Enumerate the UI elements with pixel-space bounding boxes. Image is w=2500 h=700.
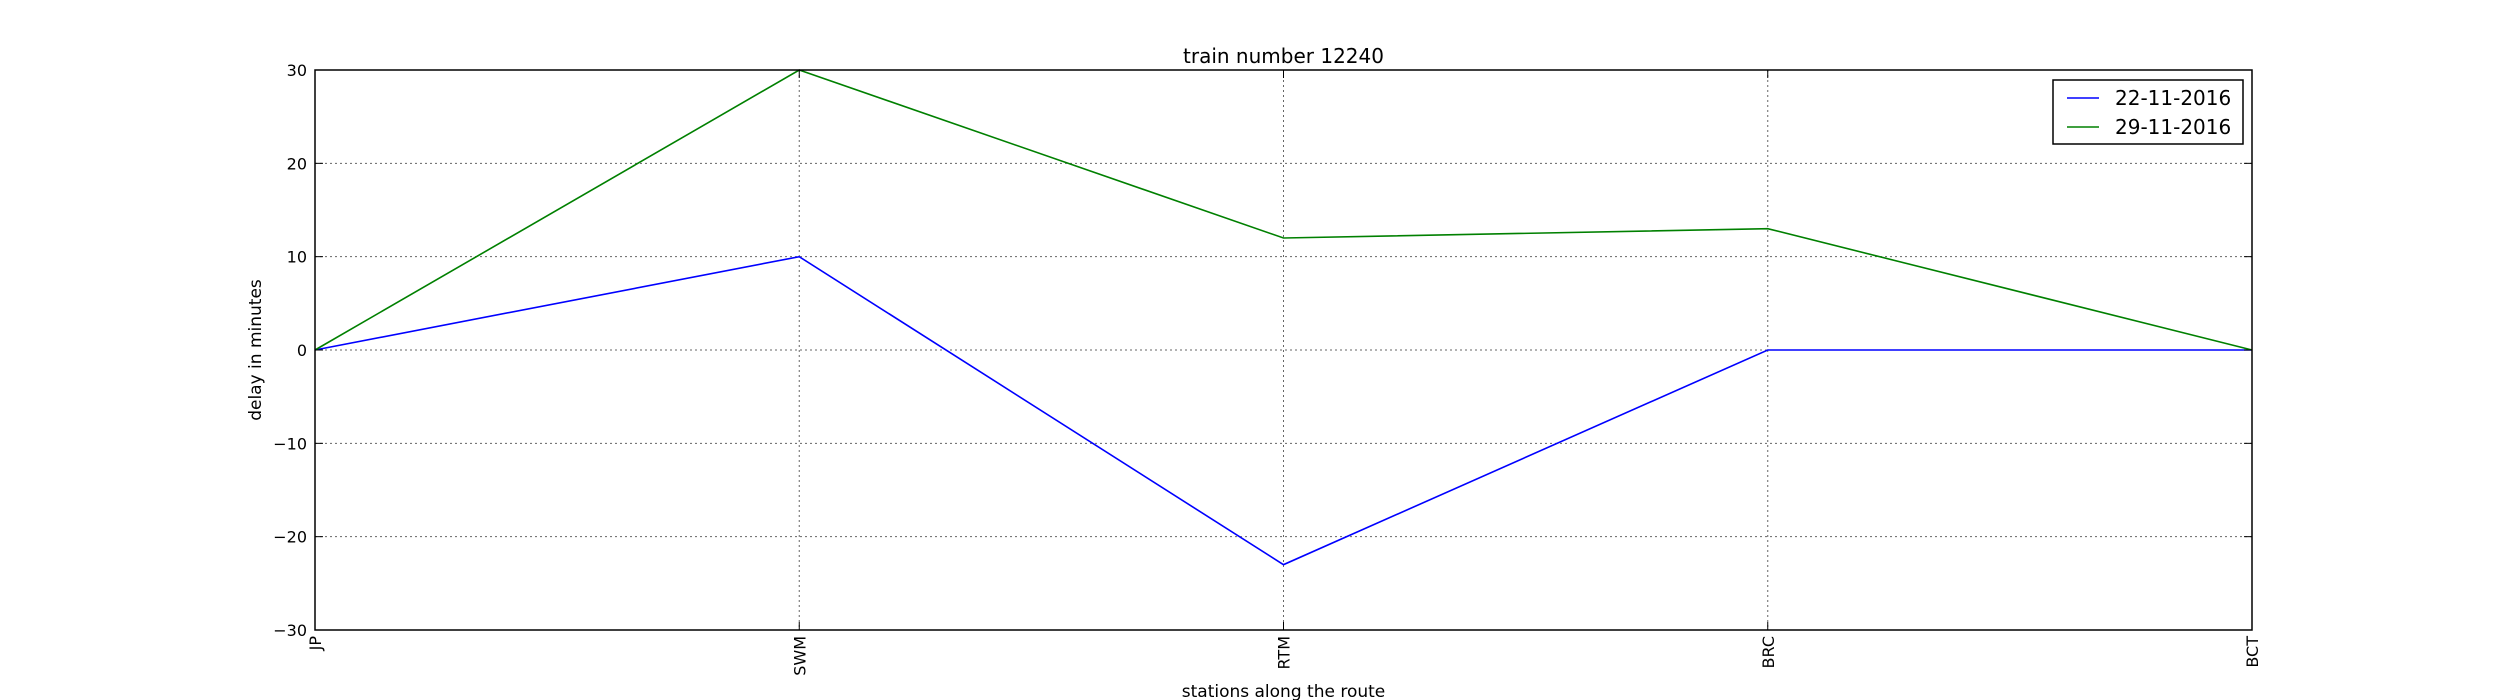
y-tick-label: 20	[287, 154, 307, 173]
legend-label: 29-11-2016	[2115, 115, 2231, 139]
series-line	[314, 255, 2252, 566]
tick-marks	[314, 69, 2253, 631]
y-tick-label: −10	[273, 434, 307, 453]
y-tick-label: 30	[287, 61, 307, 80]
legend: 22-11-2016 29-11-2016	[2052, 79, 2244, 145]
series-line	[314, 69, 2253, 351]
legend-label: 22-11-2016	[2115, 86, 2231, 110]
x-tick-label: SWM	[790, 636, 809, 676]
y-tick-label: 10	[287, 248, 307, 267]
x-tick-labels: JP SWM RTM BRC BCT	[306, 636, 2262, 676]
x-axis-label: stations along the route	[1182, 682, 1386, 700]
y-axis-label: delay in minutes	[246, 279, 266, 421]
y-tick-label: 0	[297, 341, 307, 360]
y-tick-label: −30	[273, 621, 307, 640]
y-tick-labels: 30 20 10 0 −10 −20 −30	[273, 61, 307, 640]
x-tick-label: BRC	[1759, 636, 1778, 668]
chart-title: train number 12240	[1183, 44, 1384, 68]
series-lines	[314, 69, 2253, 566]
x-tick-label: RTM	[1275, 636, 1294, 670]
legend-box	[2052, 79, 2244, 145]
x-tick-label: BCT	[2243, 636, 2262, 668]
x-tick-label: JP	[306, 636, 325, 652]
y-tick-label: −20	[273, 528, 307, 547]
